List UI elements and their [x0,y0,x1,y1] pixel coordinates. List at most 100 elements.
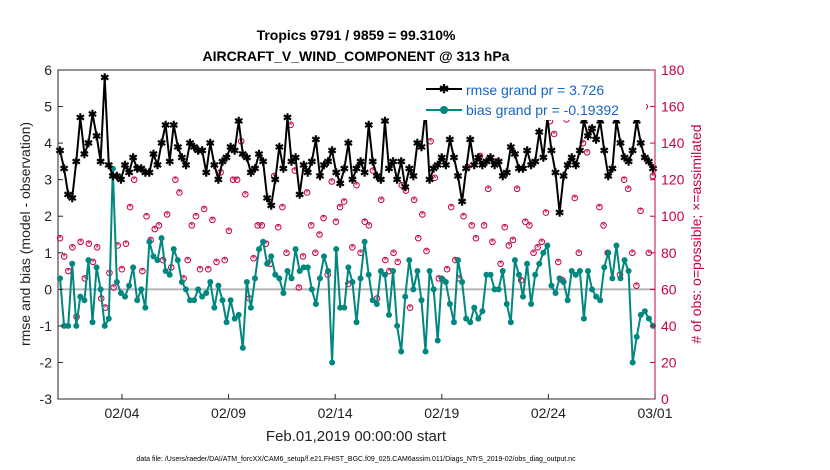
bias-point [101,322,108,329]
obs-possible-point [390,249,397,257]
rmse-point: ✱ [194,145,203,157]
bias-point [353,319,360,326]
rmse-point: ✱ [157,138,166,150]
bias-point [520,293,527,300]
obs-possible-point [419,211,426,218]
bias-point [304,264,311,271]
obs-possible-point [497,260,504,268]
obs-assimilated-point: * [165,210,169,220]
rmse-point: ✱ [514,164,523,176]
rmse-point: ✱ [384,164,393,176]
bias-point [195,286,202,293]
chart-title: Tropics 9791 / 9859 = 99.310% [257,27,456,43]
rmse-point: ✱ [368,156,377,168]
rmse-point: ✱ [510,149,519,161]
rmse-point: ✱ [254,149,263,161]
y-axis-label: rmse and bias (model - observation) [17,122,33,346]
obs-possible-point [382,256,389,264]
bias-point [325,268,332,275]
rmse-point: ✱ [185,138,194,150]
bias-point [333,246,340,253]
rmse-point: ✱ [648,164,657,176]
obs-assimilated-point: * [536,243,540,253]
obs-possible-point [349,243,356,251]
rmse-point: ✱ [234,116,243,128]
obs-possible-point [242,190,249,198]
bias-point [381,271,388,278]
obs-possible-point [85,240,93,247]
bias-point [515,271,522,278]
rmse-point: ✱ [482,156,491,168]
bias-point [645,315,652,322]
bias-point [162,268,169,275]
rmse-point: ✱ [72,156,81,168]
rmse-point: ✱ [604,171,613,183]
obs-assimilated-point: * [347,279,351,289]
rmse-point: ✱ [608,164,617,176]
rmse-point: ✱ [177,153,186,165]
rmse-point: ✱ [498,171,507,183]
y2-tick-label: 140 [661,135,685,151]
rmse-point: ✱ [636,138,645,150]
rmse-point: ✱ [587,123,596,135]
bias-point [69,260,76,267]
obs-assimilated-point: * [161,256,165,266]
bias-point [239,344,246,351]
obs-assimilated-point: * [264,239,268,249]
bias-point [471,304,478,311]
rmse-point: ✱ [242,153,251,165]
rmse-point: ✱ [181,160,190,172]
obs-assimilated-point: * [194,212,198,222]
rmse-point: ✱ [206,138,215,150]
obs-assimilated-point: * [515,184,519,194]
obs-possible-point [596,203,603,211]
obs-assimilated-point: * [474,234,478,244]
obs-possible-point [143,212,150,220]
obs-assimilated-point: * [359,248,363,258]
rmse-point: ✱ [380,116,389,128]
obs-assimilated-point: * [544,208,548,218]
bias-point [166,271,173,278]
obs-assimilated-point: * [351,243,355,253]
bias-point [280,289,287,296]
y2-tick-label: 180 [661,62,685,78]
rmse-point: ✱ [267,200,276,212]
obs-assimilated-point: * [392,248,396,258]
obs-possible-point [126,203,134,211]
bias-point [593,293,600,300]
obs-possible-point [406,304,414,311]
bias-point [284,268,291,275]
rmse-point: ✱ [88,109,97,121]
bias-point [385,311,392,318]
bias-point [308,286,315,293]
obs-assimilated-point: * [396,257,400,267]
bias-point [312,300,319,307]
y2-tick-label: 120 [661,172,685,188]
bias-point [568,268,575,275]
x-tick-label: 02/24 [531,405,566,421]
bias-point [450,319,457,326]
rmse-point: ✱ [275,142,284,154]
rmse-point: ✱ [59,164,68,176]
rmse-point: ✱ [210,160,219,172]
obs-possible-point [192,212,200,220]
bias-point [97,286,104,293]
bias-point [182,286,189,293]
rmse-point: ✱ [238,149,247,161]
rmse-point: ✱ [129,153,138,165]
obs-assimilated-point: * [174,175,178,185]
obs-possible-point [155,222,163,229]
obs-possible-point [476,152,484,160]
rmse-point: ✱ [295,189,304,201]
bias-point [637,311,644,318]
rmse-point: ✱ [218,156,227,168]
rmse-point: ✱ [628,145,637,157]
legend-bias-marker [440,106,448,114]
rmse-point: ✱ [336,178,345,190]
obs-assimilated-point: * [445,265,449,275]
obs-assimilated-point: * [71,243,75,253]
bias-series-layer [57,165,656,366]
obs-assimilated-point: * [272,172,276,182]
obs-assimilated-point: * [548,117,552,127]
rmse-point: ✱ [539,153,548,165]
